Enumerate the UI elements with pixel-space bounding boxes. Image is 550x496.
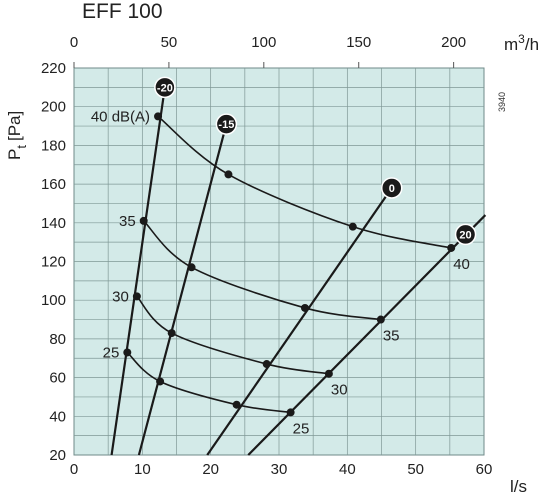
curve-labels: 40 dB(A) 35 30 25 40 35 30 25 [91,108,470,437]
intersection-point [167,329,176,338]
x-top-tick-label: 0 [70,34,78,51]
y-tick-label: 200 [41,99,66,116]
sound-curve-end-label: 40 [453,256,470,273]
damper-badge-label: 0 [389,183,395,195]
y-tick-label: 100 [41,292,66,309]
intersection-point [262,360,271,369]
damper-badge [454,223,477,246]
intersection-points [123,112,456,417]
intersection-point [447,243,456,252]
damper-badge [154,76,176,99]
x-bottom-tick-label: 0 [70,461,78,478]
y-tick-label: 180 [41,137,66,154]
sound-curve-label: 25 [103,344,120,361]
y-tick-label: 80 [49,331,66,348]
y-tick-label: 160 [41,176,66,193]
intersection-point [348,222,357,231]
y-tick-label: 60 [49,370,66,387]
y-tick-label: 20 [49,447,66,464]
x-bottom-tick-label: 40 [339,461,356,478]
y-tick-label: 220 [41,60,66,77]
y-axis-label: Pt [Pa] [5,111,29,160]
chart-title: EFF 100 [82,0,163,23]
x-bottom-tick-label: 20 [202,461,219,478]
x-bottom-axis-label: l/s [510,477,527,496]
sound-curve-end-label: 35 [383,328,400,345]
intersection-point [154,112,163,121]
sound-curve [143,220,381,321]
intersection-point [286,408,295,417]
grid-lines [74,68,484,455]
y-axis-ticks: 20 40 60 80 100 120 140 160 180 200 220 [41,60,66,464]
intersection-point [132,292,141,301]
damper-line [137,123,228,456]
x-top-axis-label-sup: 3 [518,32,525,46]
x-bottom-tick-label: 10 [134,461,151,478]
intersection-point [300,303,309,312]
intersection-point [324,369,333,378]
sound-curve-label: 35 [119,213,136,230]
y-tick-label: 120 [41,254,66,271]
damper-badge-label: -15 [218,119,234,131]
damper-badge [215,113,238,135]
sound-curve-label: 40 dB(A) [91,108,150,125]
x-top-axis-label-base: m [504,35,518,54]
sound-curve [136,295,330,375]
y-axis-label-unit: [Pa] [5,111,24,141]
x-top-axis-label-tail: /h [525,35,539,54]
sound-curve-end-label: 30 [331,382,348,399]
y-axis-label-main: P [5,149,24,160]
y-axis-label-sub: t [14,145,29,149]
x-bottom-tick-label: 30 [271,461,288,478]
y-tick-label: 140 [41,215,66,232]
damper-badge-label: -20 [157,82,173,94]
damper-line [206,187,393,456]
x-top-tick-label: 200 [441,34,466,51]
damper-badges: -20 -15 0 20 [154,76,477,246]
x-bottom-tick-label: 60 [476,461,493,478]
intersection-point [123,348,132,357]
damper-badge [381,177,403,199]
sound-curve [157,115,452,249]
damper-line [110,87,166,456]
intersection-point [156,377,165,386]
y-tick-label: 40 [49,408,66,425]
sound-level-curves [126,115,452,414]
x-top-axis-label: m3/h [504,32,539,54]
intersection-point [232,400,241,409]
x-top-tick-label: 50 [161,34,178,51]
x-top-tick-label: 150 [346,34,371,51]
intersection-point [139,216,148,225]
sound-curve [126,351,291,414]
damper-badge-label: 20 [459,229,471,241]
x-bottom-tick-label: 50 [407,461,424,478]
intersection-point [376,315,385,324]
intersection-point [224,170,233,179]
x-top-tick-label: 100 [251,34,276,51]
intersection-point [187,263,196,272]
top-axis-ticks: 0 50 100 150 200 [70,34,466,68]
bottom-axis-ticks: 0 10 20 30 40 50 60 [70,461,493,478]
sound-curve-label: 30 [112,288,129,305]
sound-curve-end-label: 25 [293,420,310,437]
